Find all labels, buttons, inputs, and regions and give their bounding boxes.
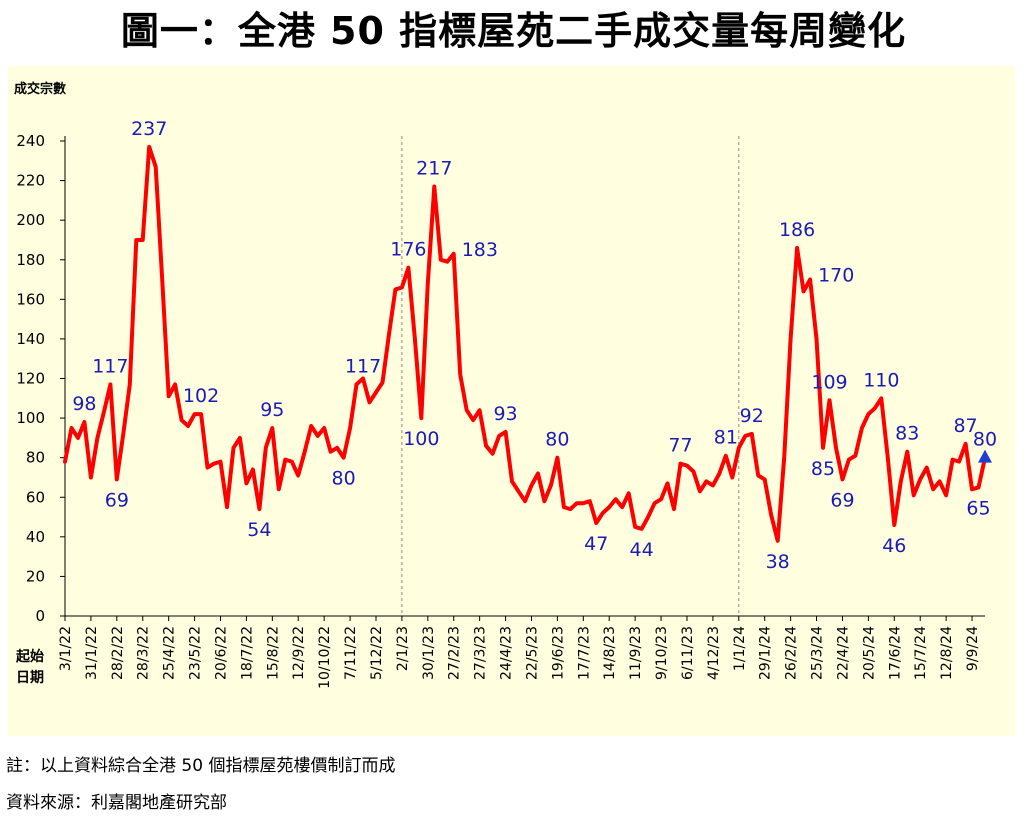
x-tick-label: 24/4/23 xyxy=(499,626,515,680)
data-label: 186 xyxy=(779,219,815,241)
data-label: 176 xyxy=(390,239,426,261)
x-tick-label: 5/12/22 xyxy=(369,626,385,680)
series-line xyxy=(63,144,987,543)
data-label: 170 xyxy=(818,265,854,287)
data-label: 54 xyxy=(247,519,271,541)
y-tick-label: 40 xyxy=(26,528,45,546)
data-label: 83 xyxy=(895,423,919,445)
x-tick-label: 30/1/23 xyxy=(421,626,437,680)
x-tick-label: 11/9/23 xyxy=(628,626,644,680)
x-tick-label: 22/5/23 xyxy=(524,626,540,680)
x-tick-label: 23/5/22 xyxy=(188,626,204,680)
data-label: 47 xyxy=(584,533,608,555)
x-tick-label: 20/5/24 xyxy=(861,626,877,680)
x-tick-label: 17/6/24 xyxy=(887,626,903,680)
data-label: 93 xyxy=(493,403,517,425)
x-tick-label: 31/1/22 xyxy=(84,626,100,680)
y-axis-title: 成交宗數 xyxy=(14,81,66,97)
x-axis-title: 日期 xyxy=(16,670,44,686)
x-tick-label: 4/12/23 xyxy=(706,626,722,680)
x-axis-title: 起始 xyxy=(15,648,44,665)
x-tick-label: 19/6/23 xyxy=(550,626,566,680)
data-label: 87 xyxy=(953,415,977,437)
data-label: 80 xyxy=(545,429,569,451)
chart-title: 圖一：全港 50 指標屋苑二手成交量每周變化 xyxy=(120,9,907,53)
x-tick-label: 25/4/22 xyxy=(162,626,178,680)
x-tick-label: 27/2/23 xyxy=(447,626,463,680)
x-tick-label: 7/11/22 xyxy=(343,626,359,680)
data-label: 109 xyxy=(811,371,847,393)
x-tick-label: 22/4/24 xyxy=(835,626,851,680)
data-label: 98 xyxy=(72,393,96,415)
data-label: 44 xyxy=(630,539,654,561)
y-tick-label: 200 xyxy=(16,211,45,229)
y-tick-label: 20 xyxy=(26,567,45,585)
data-label: 81 xyxy=(714,427,738,449)
data-label: 117 xyxy=(345,355,381,377)
x-tick-label: 14/8/23 xyxy=(602,626,618,680)
y-tick-label: 180 xyxy=(16,251,45,269)
data-label: 69 xyxy=(105,489,129,511)
x-tick-label: 2/1/23 xyxy=(395,626,411,671)
x-tick-label: 15/7/24 xyxy=(913,626,929,680)
x-tick-label: 10/10/22 xyxy=(317,626,333,689)
x-tick-label: 3/1/22 xyxy=(58,626,74,671)
x-tick-label: 1/1/24 xyxy=(732,626,748,671)
data-label: 117 xyxy=(92,355,128,377)
y-tick-label: 80 xyxy=(26,449,45,467)
data-label: 46 xyxy=(882,535,906,557)
x-tick-label: 9/9/24 xyxy=(965,626,981,671)
x-tick-label: 9/10/23 xyxy=(654,626,670,680)
data-label: 38 xyxy=(766,551,790,573)
y-tick-label: 60 xyxy=(26,488,45,506)
y-tick-label: 120 xyxy=(16,370,45,388)
data-label: 85 xyxy=(811,458,835,480)
x-tick-label: 12/9/22 xyxy=(291,626,307,680)
x-tick-label: 18/7/22 xyxy=(239,626,255,680)
y-tick-label: 100 xyxy=(16,409,45,427)
data-label: 80 xyxy=(331,468,355,490)
data-label: 77 xyxy=(668,435,692,457)
data-label: 69 xyxy=(830,489,854,511)
data-label: 237 xyxy=(131,118,167,140)
data-label: 102 xyxy=(183,385,219,407)
data-label: 183 xyxy=(462,239,498,261)
chart-panel: 成交宗數 0 20 40 60 80 100 120 140 160 180 200 220 240 3/1… xyxy=(8,66,1015,736)
x-tick-label: 6/11/23 xyxy=(680,626,696,680)
y-tick-label: 220 xyxy=(16,172,45,190)
y-tick-label: 140 xyxy=(16,330,45,348)
last-point-marker xyxy=(978,449,992,463)
data-label: 100 xyxy=(403,428,439,450)
data-label: 110 xyxy=(863,369,899,391)
x-tick-label: 25/3/24 xyxy=(810,626,826,680)
x-tick-label: 20/6/22 xyxy=(213,626,229,680)
data-label: 80 xyxy=(973,429,997,451)
x-tick-label: 28/3/22 xyxy=(136,626,152,680)
data-label: 92 xyxy=(740,405,764,427)
data-label: 95 xyxy=(260,399,284,421)
x-tick-label: 12/8/24 xyxy=(939,626,955,680)
x-tick-label: 29/1/24 xyxy=(758,626,774,680)
x-tick-label: 15/8/22 xyxy=(265,626,281,680)
data-label: 217 xyxy=(416,158,452,180)
x-tick-label: 17/7/23 xyxy=(576,626,592,680)
footnote: 註：以上資料綜合全港 50 個指標屋苑樓價制訂而成 xyxy=(6,756,396,776)
line-chart: 成交宗數 0 20 40 60 80 100 120 140 160 180 200 220 240 3/1… xyxy=(14,81,997,689)
x-tick-label: 28/2/22 xyxy=(110,626,126,680)
source-note: 資料來源：利嘉閣地產研究部 xyxy=(6,793,227,813)
x-tick-label: 27/3/23 xyxy=(473,626,489,680)
y-tick-label: 240 xyxy=(16,132,45,150)
y-tick-label: 0 xyxy=(35,607,45,625)
y-tick-label: 160 xyxy=(16,290,45,308)
data-label: 65 xyxy=(966,497,990,519)
x-tick-label: 26/2/24 xyxy=(784,626,800,680)
